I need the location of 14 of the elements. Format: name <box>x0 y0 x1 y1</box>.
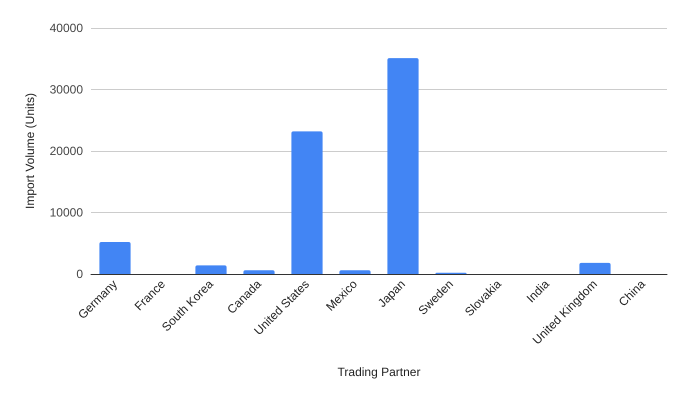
bar <box>387 58 419 274</box>
y-tick-label: 40000 <box>50 21 84 35</box>
y-tick-label: 30000 <box>50 82 84 96</box>
bar <box>579 262 611 274</box>
y-tick-label: 0 <box>76 267 84 281</box>
bar <box>99 242 131 274</box>
y-tick-label: 10000 <box>50 206 84 220</box>
bar <box>195 265 227 274</box>
bar <box>243 270 275 274</box>
bar <box>291 131 323 274</box>
x-axis-title: Trading Partner <box>338 365 420 379</box>
bar <box>339 270 371 274</box>
y-axis-title: Import Volume (Units) <box>23 92 37 210</box>
y-tick-label: 20000 <box>50 144 84 158</box>
